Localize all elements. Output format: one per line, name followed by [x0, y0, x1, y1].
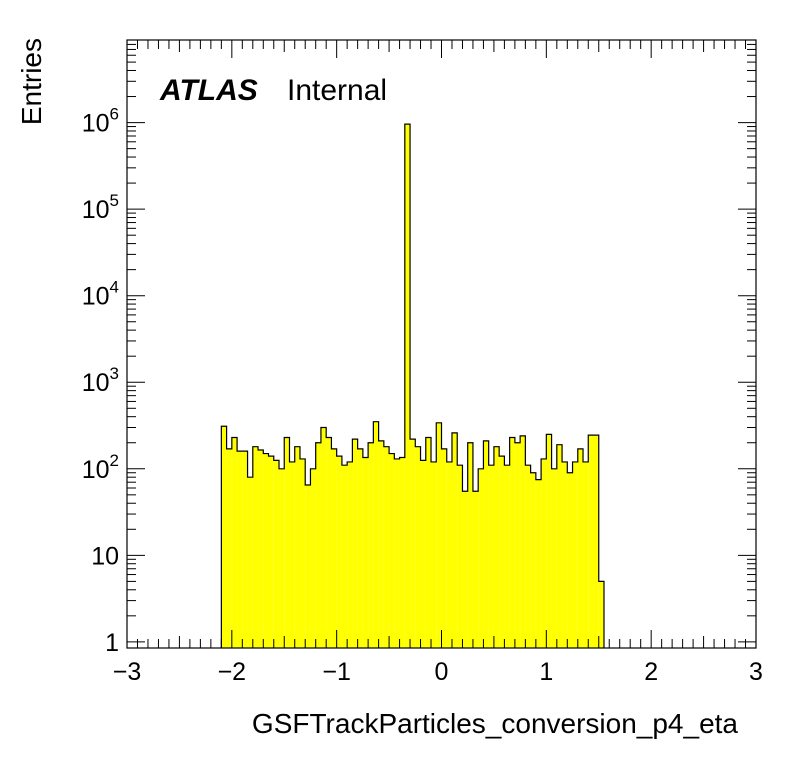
axis-ticks — [126, 39, 757, 648]
y-tick-label: 103 — [82, 364, 119, 397]
histogram-bin — [556, 444, 563, 648]
x-tick-label: −2 — [218, 658, 247, 686]
y-tick-label: 104 — [82, 278, 119, 311]
histogram-bin — [551, 468, 557, 648]
histogram-bin — [368, 442, 374, 648]
histogram-bin — [221, 426, 227, 648]
histogram-bin — [415, 446, 421, 648]
histogram-bin — [598, 581, 604, 648]
histogram-bin — [562, 461, 568, 648]
histogram-bin — [347, 461, 353, 648]
y-axis-title: Entries — [16, 38, 47, 125]
histogram-bin — [593, 435, 599, 648]
histogram-bin — [509, 437, 515, 648]
histogram-bin — [299, 458, 306, 648]
y-tick-label: 1 — [105, 629, 119, 657]
x-tick-label: 0 — [435, 658, 449, 686]
histogram-bin — [583, 461, 589, 648]
histogram-bin — [231, 437, 238, 648]
histogram-bin — [226, 448, 232, 648]
histogram-bin — [357, 448, 363, 648]
histogram-bin — [404, 124, 411, 648]
histogram-bin — [420, 460, 426, 648]
histogram-bin — [525, 465, 531, 648]
histogram-bin — [472, 491, 479, 648]
histogram-bin — [320, 427, 327, 648]
histogram-bin — [572, 461, 578, 648]
histogram-bin — [514, 442, 521, 648]
y-tick-labels: 1 10 102 103 104 105 106 — [82, 105, 119, 657]
histogram-bin — [462, 491, 468, 648]
histogram-bin — [541, 458, 547, 648]
x-tick-labels: −3 −2 −1 0 1 2 3 — [113, 658, 763, 686]
y-tick-label: 106 — [82, 105, 119, 138]
histogram-bars — [220, 123, 605, 648]
histogram-bin — [326, 437, 332, 648]
histogram-bin — [284, 437, 290, 648]
histogram-bin — [493, 446, 500, 648]
histogram-bin — [457, 465, 463, 648]
histogram-bin — [451, 432, 458, 648]
histogram-bin — [441, 448, 447, 648]
histogram-bin — [577, 448, 584, 648]
histogram-bin — [362, 457, 369, 648]
histogram-bin — [331, 448, 337, 648]
x-tick-label: −1 — [322, 658, 351, 686]
histogram-bin — [252, 446, 259, 648]
histogram-bin — [383, 446, 390, 648]
histogram-bin — [399, 457, 405, 648]
histogram-bin — [446, 461, 452, 648]
atlas-label: ATLAS — [159, 74, 258, 107]
histogram-bin — [478, 468, 484, 648]
histogram-bin — [279, 468, 285, 648]
histogram-bin — [268, 456, 274, 648]
histogram-bin — [310, 468, 316, 648]
histogram-outline — [220, 123, 605, 648]
histogram-bin — [258, 449, 264, 648]
histogram-bin — [394, 458, 400, 648]
histogram-bin — [352, 439, 358, 648]
histogram-bin — [341, 465, 348, 648]
histogram-bin — [546, 434, 552, 648]
x-tick-label: 3 — [749, 658, 763, 686]
histogram-bin — [410, 439, 416, 648]
histogram-bin — [499, 456, 505, 648]
histogram-bin — [289, 461, 295, 648]
histogram-bin — [305, 484, 311, 648]
histogram-bin — [242, 451, 248, 648]
histogram-bin — [389, 453, 395, 648]
x-tick-label: 1 — [539, 658, 553, 686]
histogram-bin — [237, 451, 243, 648]
y-tick-label: 10 — [91, 542, 119, 570]
x-tick-label: −3 — [113, 658, 142, 686]
histogram-bin — [263, 453, 269, 648]
histogram-bin — [273, 460, 280, 648]
histogram-bin — [467, 442, 473, 648]
histogram-bin — [294, 446, 300, 648]
x-tick-label: 2 — [644, 658, 658, 686]
histogram-bin — [567, 472, 573, 648]
histogram-bin — [535, 479, 542, 648]
y-tick-label: 102 — [82, 451, 119, 484]
x-axis-title: GSFTrackParticles_conversion_p4_eta — [252, 708, 739, 739]
histogram-bin — [247, 477, 253, 648]
histogram-bin — [315, 442, 321, 648]
histogram-bin — [520, 435, 526, 648]
histogram-bin — [530, 472, 536, 648]
internal-label: Internal — [287, 74, 387, 107]
histogram-bin — [373, 421, 379, 648]
histogram-bin — [504, 465, 510, 648]
histogram-bin — [588, 435, 594, 648]
histogram-bin — [336, 456, 342, 648]
y-tick-label: 105 — [82, 191, 119, 224]
histogram-bin — [431, 461, 437, 648]
histogram-bin — [483, 440, 489, 648]
histogram-bin — [436, 422, 442, 648]
histogram-bin — [378, 440, 384, 648]
histogram-bin — [488, 465, 494, 648]
histogram-bin — [425, 437, 432, 648]
